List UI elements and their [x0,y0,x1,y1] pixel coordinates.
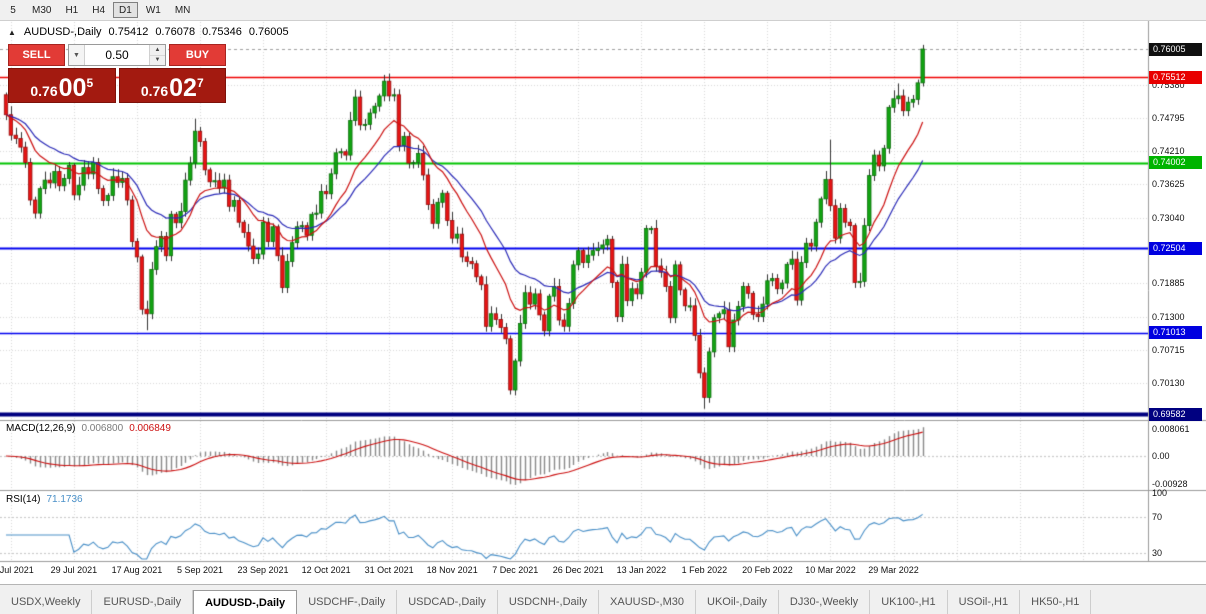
macd-label: MACD(12,26,9) 0.006800 0.006849 [6,423,171,434]
sell-price-figure: 0.76 [30,83,58,99]
buy-price-display[interactable]: 0.76 02 7 [118,68,226,103]
ohlc-open: 0.75412 [108,26,149,38]
one-click-collapse-icon[interactable]: ▲ [8,27,16,37]
timeframe-buttons: 5 M30 H1 H4 D1 W1 MN [0,0,197,20]
timeframe-button-w1[interactable]: W1 [145,4,161,16]
timeframe-button-h1[interactable]: H1 [65,4,79,16]
buy-price-point: 7 [196,76,204,90]
chart-tab-ukoil-daily[interactable]: UKOil-,Daily [696,590,779,614]
volume-decrease-icon[interactable]: ▼ [150,55,165,65]
volume-spinner: ▲ ▼ [149,45,165,65]
macd-signal-value: 0.006849 [129,423,171,434]
macd-name: MACD(12,26,9) [6,423,76,434]
chart-header: ▲ AUDUSD-,Daily 0.75412 0.76078 0.75346 … [8,26,289,38]
rsi-label: RSI(14) 71.1736 [6,494,83,505]
rsi-name: RSI(14) [6,494,41,505]
chart-tab-usdchf-daily[interactable]: USDCHF-,Daily [297,590,398,614]
chart-tab-bar: USDX,Weekly EURUSD-,Daily AUDUSD-,Daily USD… [0,584,1206,614]
volume-dropdown-icon[interactable]: ▼ [69,45,85,65]
chart-tab-eurusd-daily[interactable]: EURUSD-,Daily [92,590,194,614]
chart-tab-usdcnh-daily[interactable]: USDCNH-,Daily [498,590,600,614]
buy-price-pips: 02 [169,73,197,102]
chart-tab-audusd-daily[interactable]: AUDUSD-,Daily [193,590,298,614]
ohlc-low: 0.75346 [202,26,242,38]
chart-tab-usdcad-daily[interactable]: USDCAD-,Daily [397,590,498,614]
volume-input[interactable] [85,45,149,65]
one-click-trading-panel: SELL ▼ ▲ ▼ BUY 0.76 00 5 0.76 02 7 [8,44,226,103]
sell-price-point: 5 [86,76,94,90]
ohlc-close: 0.76005 [248,26,289,38]
chart-tab-uk100-h1[interactable]: UK100-,H1 [870,590,948,614]
chart-tab-usoil-h1[interactable]: USOil-,H1 [948,590,1021,614]
ohlc-high: 0.76078 [155,26,196,38]
volume-control: ▼ ▲ ▼ [68,44,166,66]
chart-symbol-period: AUDUSD-,Daily [23,26,102,38]
volume-increase-icon[interactable]: ▲ [150,45,165,56]
timeframe-button-d1[interactable]: D1 [113,2,138,18]
rsi-value: 71.1736 [46,494,83,505]
timeframe-toolbar: 5 M30 H1 H4 D1 W1 MN [0,0,1206,21]
chart-tab-xauusd-m30[interactable]: XAUUSD-,M30 [599,590,697,614]
timeframe-button-h4[interactable]: H4 [92,4,106,16]
sell-price-pips: 00 [58,73,87,102]
timeframe-button-mn[interactable]: MN [174,4,191,16]
macd-main-value: 0.006800 [81,423,124,434]
chart-tabs: USDX,Weekly EURUSD-,Daily AUDUSD-,Daily USD… [0,590,1092,614]
timeframe-button-5[interactable]: 5 [10,4,16,16]
buy-price-figure: 0.76 [140,83,169,99]
timeframe-button-m30[interactable]: M30 [32,4,52,16]
buy-button[interactable]: BUY [169,44,226,66]
sell-button[interactable]: SELL [8,44,65,66]
chart-tab-usdx-weekly[interactable]: USDX,Weekly [0,590,93,614]
chart-tab-hk50-h1[interactable]: HK50-,H1 [1020,590,1092,614]
chart-tab-dj30-weekly[interactable]: DJ30-,Weekly [779,590,871,614]
sell-price-display[interactable]: 0.76 00 5 [8,68,116,103]
